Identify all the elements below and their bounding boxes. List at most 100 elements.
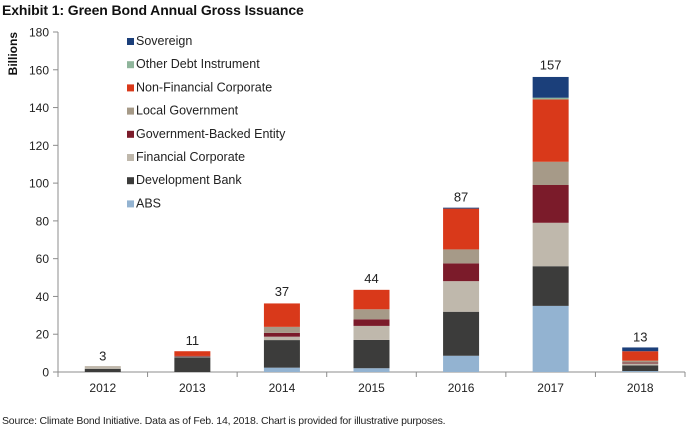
legend-swatch	[127, 84, 134, 92]
legend-item: Non-Financial Corporate	[127, 80, 272, 94]
legend-label: Other Debt Instrument	[136, 57, 260, 71]
x-tick-label: 2013	[179, 381, 206, 395]
bar-stack-2017	[532, 76, 569, 372]
y-tick-label: 0	[42, 366, 49, 380]
total-label: 44	[364, 271, 378, 286]
bar-segment-abs	[622, 371, 659, 372]
legend-label: Development Bank	[136, 173, 242, 187]
x-tick-label: 2018	[627, 381, 654, 395]
bar-stack-2018	[622, 347, 659, 372]
legend-label: Government-Backed Entity	[136, 127, 286, 141]
bar-stack-2014	[263, 303, 300, 372]
data-labels: 3 11 37 44 87 157 13	[99, 57, 647, 363]
y-tick-label: 140	[29, 101, 49, 115]
bar-stack-2015	[353, 289, 390, 372]
bar-segment-financial-corporate	[263, 336, 300, 341]
chart-title: Exhibit 1: Green Bond Annual Gross Issua…	[2, 2, 304, 18]
bar-segment-abs	[353, 368, 390, 372]
legend-label: Financial Corporate	[136, 150, 245, 164]
bar-segment-non-financial-corporate	[263, 303, 300, 327]
legend-item: Government-Backed Entity	[127, 127, 286, 141]
legend-swatch	[127, 38, 134, 45]
bar-segment-development-bank	[174, 357, 211, 372]
axes: 0 20 40 60 80 100 120 140 160 180 Billions 2012 2013…	[6, 26, 686, 395]
x-tick-label: 2014	[269, 381, 296, 395]
bar-segment-government-backed-entity	[443, 263, 480, 282]
y-tick-label: 80	[36, 214, 50, 228]
legend-label: Non-Financial Corporate	[136, 80, 272, 94]
x-tick-label: 2016	[448, 381, 475, 395]
bar-segment-financial-corporate	[443, 281, 480, 312]
bar-segment-abs	[263, 367, 300, 372]
y-tick-label: 20	[36, 328, 50, 342]
legend-swatch	[127, 130, 134, 138]
bar-segment-development-bank	[622, 365, 659, 372]
legend-label: ABS	[136, 196, 161, 210]
bar-segment-financial-corporate	[532, 222, 569, 267]
bar-segment-development-bank	[263, 340, 300, 368]
bar-segment-non-financial-corporate	[532, 99, 569, 162]
bar-segment-sovereign	[532, 76, 569, 98]
bar-segment-local-government	[532, 161, 569, 185]
bar-segment-government-backed-entity	[174, 355, 211, 357]
bar-segment-sovereign	[443, 207, 480, 209]
total-label: 11	[186, 333, 200, 348]
bar-segment-abs	[532, 305, 569, 372]
legend-swatch	[127, 177, 134, 185]
legend-swatch	[127, 61, 134, 69]
bar-segment-local-government	[353, 309, 390, 320]
legend-item: Local Government	[127, 104, 239, 118]
bar-segment-government-backed-entity	[353, 319, 390, 326]
bar-stack-2013	[174, 351, 211, 372]
bar-stack-2016	[443, 207, 480, 372]
bar-segment-financial-corporate	[174, 356, 211, 358]
y-tick-label: 160	[29, 63, 49, 77]
y-tick-label: 40	[36, 290, 50, 304]
bar-segment-local-government	[84, 366, 121, 368]
bar-segment-development-bank	[443, 311, 480, 356]
y-tick-label: 180	[29, 26, 49, 40]
y-tick-label: 100	[29, 177, 49, 191]
y-tick-label: 60	[36, 252, 50, 266]
total-label: 13	[633, 329, 647, 344]
bar-segment-abs	[443, 355, 480, 372]
bars	[84, 76, 659, 372]
bar-segment-government-backed-entity	[263, 332, 300, 337]
total-label: 3	[99, 348, 106, 363]
legend-item: Development Bank	[127, 173, 242, 187]
y-axis-label: Billions	[6, 32, 20, 76]
legend-label: Sovereign	[136, 34, 192, 48]
bar-segment-development-bank	[84, 368, 121, 372]
legend-swatch	[127, 107, 134, 115]
bar-segment-non-financial-corporate	[622, 351, 659, 361]
bar-segment-sovereign	[622, 347, 659, 352]
bar-segment-local-government	[622, 360, 659, 363]
bar-segment-financial-corporate	[353, 325, 390, 340]
x-tick-label: 2017	[537, 381, 564, 395]
legend-item: Other Debt Instrument	[127, 57, 260, 71]
bar-segment-government-backed-entity	[622, 362, 659, 364]
bar-segment-local-government	[443, 249, 480, 264]
bar-segment-development-bank	[353, 339, 390, 369]
bar-segment-non-financial-corporate	[174, 351, 211, 356]
legend-item: ABS	[127, 196, 161, 210]
bar-segment-other-debt-instrument	[532, 97, 569, 100]
bar-segment-development-bank	[532, 266, 569, 306]
bar-segment-government-backed-entity	[532, 185, 569, 223]
bar-segment-financial-corporate	[622, 363, 659, 366]
source-note: Source: Climate Bond Initiative. Data as…	[2, 415, 446, 427]
x-tick-label: 2015	[358, 381, 385, 395]
total-label: 37	[275, 284, 289, 299]
total-label: 87	[454, 190, 468, 205]
y-tick-label: 120	[29, 139, 49, 153]
bar-segment-financial-corporate	[84, 367, 121, 369]
legend-item: Sovereign	[127, 34, 192, 48]
bar-segment-local-government	[263, 326, 300, 333]
bar-segment-non-financial-corporate	[353, 289, 390, 310]
legend-swatch	[127, 154, 134, 161]
bar-segment-non-financial-corporate	[443, 208, 480, 250]
stacked-bar-chart: 0 20 40 60 80 100 120 140 160 180 Billions 2012 2013…	[6, 26, 686, 395]
total-label: 157	[540, 57, 562, 72]
legend-swatch	[127, 200, 134, 208]
x-tick-label: 2012	[89, 381, 116, 395]
